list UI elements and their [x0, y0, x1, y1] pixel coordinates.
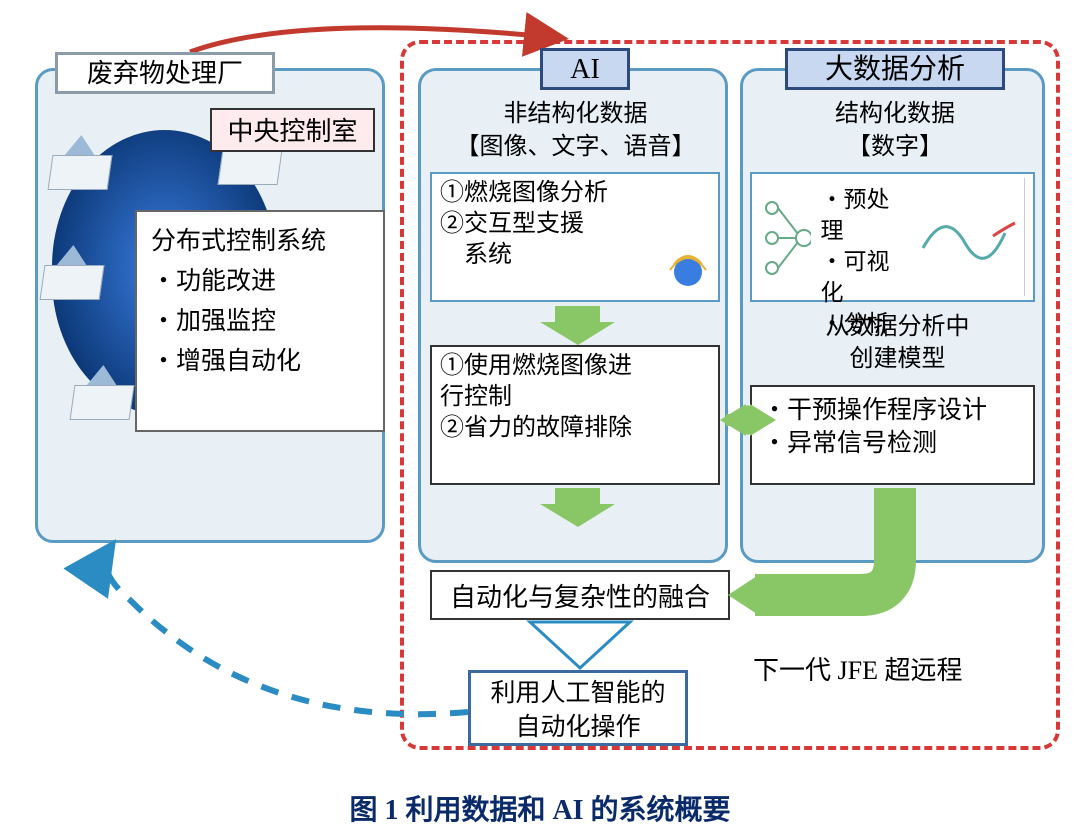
ai-box2-line: 行控制 — [440, 382, 710, 413]
bd-output-box: ・干预操作程序设计 ・异常信号检测 — [750, 385, 1035, 485]
ai-badge: AI — [540, 48, 630, 90]
bd-list-item: ・可视化 — [821, 246, 905, 308]
bd-box2-line: ・异常信号检测 — [762, 428, 1023, 461]
nodes-icon — [760, 178, 811, 298]
ai-box2-line: ①使用燃烧图像进 — [440, 351, 710, 382]
building-icon — [72, 365, 132, 420]
bd-list: ・预处理 ・可视化 ・分析 — [811, 178, 915, 296]
dcs-item: ・功能改进 — [151, 262, 369, 302]
plant-title: 废弃物处理厂 — [55, 52, 275, 94]
next-gen-label: 下一代 JFE 超远程 — [745, 650, 970, 692]
bd-list-item: ・预处理 — [821, 184, 905, 246]
ai-control-box: ①使用燃烧图像进 行控制 ②省力的故障排除 — [430, 345, 720, 485]
diagram-canvas: 废弃物处理厂 中央控制室 分布式控制系统 ・功能改进 ・加强监控 ・增强自动化 … — [0, 0, 1080, 837]
dcs-title: 分布式控制系统 — [151, 222, 369, 262]
bd-subtitle2: 【数字】 — [770, 128, 1020, 167]
wave-icon — [915, 178, 1025, 296]
bd-process-box: ・预处理 ・可视化 ・分析 — [750, 172, 1035, 302]
auto-operation-box: 利用人工智能的 自动化操作 — [468, 670, 688, 746]
building-icon — [42, 245, 102, 300]
bd-mid-text2: 创建模型 — [790, 340, 1005, 379]
ai-box2-line: ②省力的故障排除 — [440, 413, 710, 444]
auto-op-line: 自动化操作 — [475, 711, 681, 745]
bd-box2-line: ・干预操作程序设计 — [762, 395, 1023, 428]
dcs-item: ・加强监控 — [151, 302, 369, 342]
ai-box1-line: ①燃烧图像分析 — [440, 178, 710, 209]
auto-op-line: 利用人工智能的 — [475, 677, 681, 711]
figure-caption: 图 1 利用数据和 AI 的系统概要 — [0, 788, 1080, 828]
dcs-box: 分布式控制系统 ・功能改进 ・加强监控 ・增强自动化 — [135, 210, 385, 432]
ai-analysis-box: ①燃烧图像分析 ②交互型支援 系统 — [430, 172, 720, 302]
control-room-label: 中央控制室 — [210, 108, 375, 152]
watson-icon — [664, 246, 712, 294]
dcs-item: ・增强自动化 — [151, 342, 369, 382]
ai-subtitle2: 【图像、文字、语音】 — [438, 128, 713, 167]
ai-box1-line: ②交互型支援 — [440, 209, 710, 240]
fusion-box: 自动化与复杂性的融合 — [430, 570, 730, 620]
bigdata-badge: 大数据分析 — [785, 48, 1005, 90]
building-icon — [50, 135, 110, 190]
